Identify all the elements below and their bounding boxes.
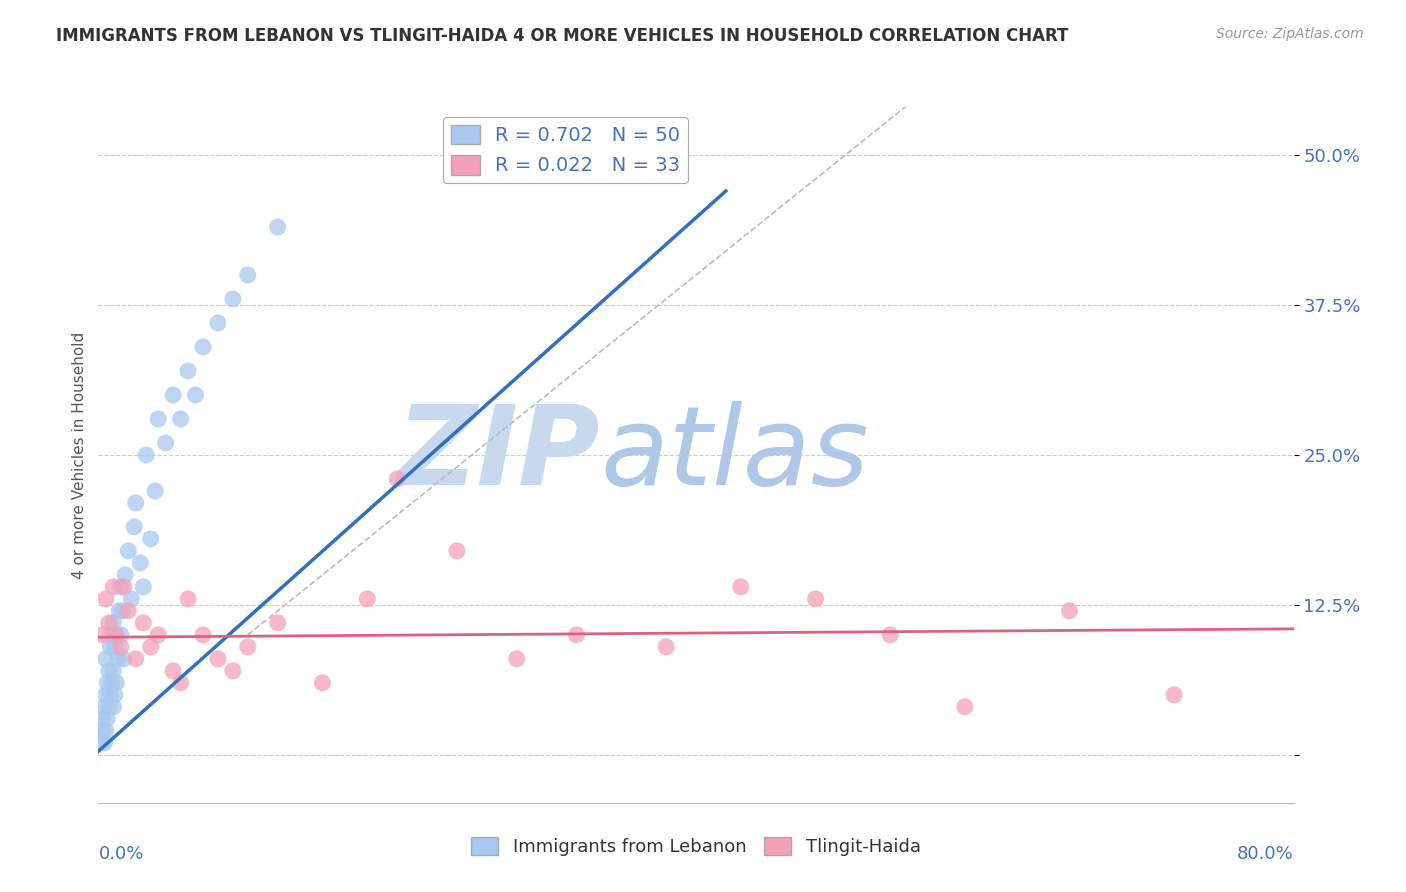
Point [129, 556, 152, 570]
Point [1059, 604, 1081, 618]
Legend: Immigrants from Lebanon, Tlingit-Haida: Immigrants from Lebanon, Tlingit-Haida [464, 830, 928, 863]
Point [730, 580, 752, 594]
Point [108, 604, 131, 618]
Point [506, 652, 529, 666]
Point [132, 580, 155, 594]
Point [120, 591, 142, 606]
Point [267, 219, 290, 234]
Point [1163, 688, 1185, 702]
Point [97, 615, 120, 630]
Point [105, 676, 128, 690]
Point [236, 268, 259, 282]
Point [125, 652, 148, 666]
Point [446, 544, 468, 558]
Point [110, 580, 132, 594]
Point [103, 664, 125, 678]
Point [169, 676, 191, 690]
Point [177, 591, 200, 606]
Point [105, 628, 128, 642]
Point [222, 292, 245, 306]
Point [207, 652, 229, 666]
Point [94, 591, 117, 606]
Point [124, 520, 146, 534]
Point [91, 712, 114, 726]
Text: ZIP: ZIP [396, 401, 600, 508]
Point [125, 496, 148, 510]
Text: IMMIGRANTS FROM LEBANON VS TLINGIT-HAIDA 4 OR MORE VEHICLES IN HOUSEHOLD CORRELA: IMMIGRANTS FROM LEBANON VS TLINGIT-HAIDA… [56, 27, 1069, 45]
Point [162, 664, 184, 678]
Point [155, 436, 177, 450]
Point [565, 628, 588, 642]
Point [94, 652, 117, 666]
Point [104, 688, 127, 702]
Point [143, 483, 166, 498]
Point [222, 664, 245, 678]
Point [94, 723, 117, 738]
Point [655, 640, 678, 654]
Point [169, 412, 191, 426]
Point [110, 628, 132, 642]
Text: Source: ZipAtlas.com: Source: ZipAtlas.com [1216, 27, 1364, 41]
Point [111, 604, 134, 618]
Point [177, 364, 200, 378]
Point [879, 628, 901, 642]
Point [93, 699, 115, 714]
Point [104, 640, 127, 654]
Point [114, 567, 136, 582]
Point [117, 544, 139, 558]
Point [148, 628, 170, 642]
Point [162, 388, 184, 402]
Point [103, 615, 125, 630]
Text: 80.0%: 80.0% [1237, 845, 1294, 863]
Point [139, 640, 162, 654]
Point [184, 388, 207, 402]
Point [267, 615, 290, 630]
Point [98, 688, 122, 702]
Point [135, 448, 157, 462]
Point [105, 628, 128, 642]
Point [132, 615, 155, 630]
Point [107, 652, 129, 666]
Point [98, 640, 122, 654]
Point [110, 640, 132, 654]
Point [804, 591, 827, 606]
Point [97, 699, 120, 714]
Point [953, 699, 976, 714]
Point [191, 340, 214, 354]
Point [311, 676, 333, 690]
Point [103, 580, 125, 594]
Text: atlas: atlas [600, 401, 869, 508]
Point [112, 652, 135, 666]
Point [207, 316, 229, 330]
Point [101, 628, 124, 642]
Point [385, 472, 409, 486]
Point [139, 532, 162, 546]
Point [236, 640, 259, 654]
Point [97, 664, 120, 678]
Point [94, 688, 117, 702]
Point [91, 723, 114, 738]
Point [191, 628, 214, 642]
Point [103, 699, 125, 714]
Point [91, 628, 114, 642]
Point [112, 580, 135, 594]
Point [356, 591, 378, 606]
Point [148, 412, 170, 426]
Point [101, 676, 124, 690]
Point [117, 604, 139, 618]
Y-axis label: 4 or more Vehicles in Household: 4 or more Vehicles in Household [72, 331, 87, 579]
Point [96, 712, 118, 726]
Point [90, 736, 112, 750]
Point [96, 676, 118, 690]
Text: 0.0%: 0.0% [98, 845, 143, 863]
Point [93, 736, 115, 750]
